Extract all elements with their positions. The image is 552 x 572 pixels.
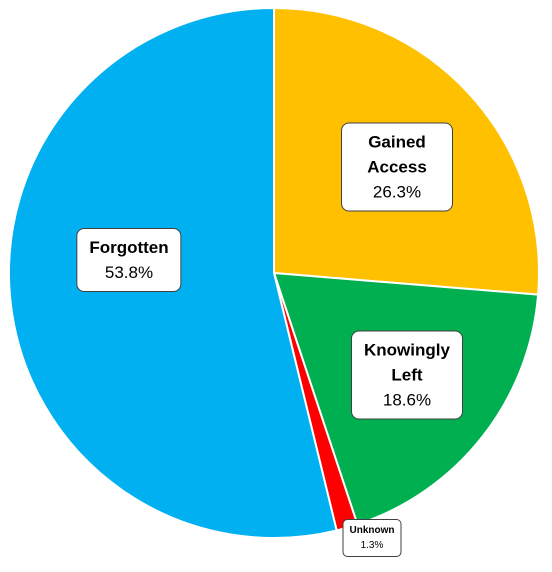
value-label: 1.3% [360,540,384,551]
slice-label: Gained Access 26.3% [341,122,453,212]
value-label: 18.6% [382,390,432,410]
slice-label: Knowingly Left 18.6% [351,330,463,420]
category-label: Gained Access [367,132,427,177]
slice-label: Unknown 1.3% [342,519,402,557]
category-label: Forgotten [89,238,169,257]
value-label: 53.8% [104,263,154,282]
category-label: Knowingly Left [364,340,450,385]
slice-label: Forgotten 53.8% [76,228,182,292]
value-label: 26.3% [372,182,422,202]
category-label: Unknown [349,525,395,536]
